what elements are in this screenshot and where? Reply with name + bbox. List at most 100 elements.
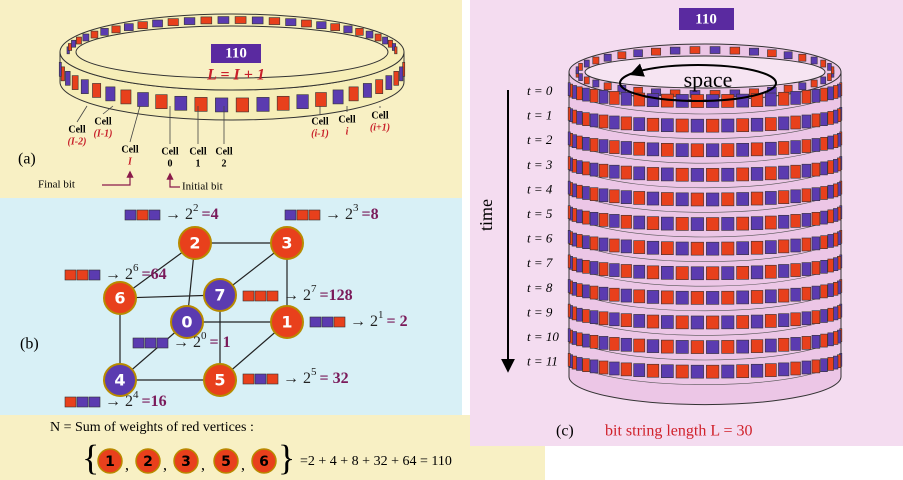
bit-square bbox=[593, 80, 599, 87]
bit-square bbox=[691, 341, 703, 354]
bit-square bbox=[828, 136, 834, 149]
bit-square bbox=[590, 212, 598, 225]
bit-square bbox=[751, 241, 763, 254]
bit-square bbox=[751, 266, 763, 279]
bit-square bbox=[812, 188, 820, 201]
cell-index: (I-1) bbox=[94, 128, 113, 139]
bit-square bbox=[590, 138, 598, 151]
bit-square bbox=[706, 316, 718, 329]
bit-square bbox=[568, 280, 570, 293]
time-step: t = 11 bbox=[527, 354, 558, 369]
bit-square bbox=[610, 337, 620, 350]
bit-square bbox=[297, 95, 309, 109]
bit-square bbox=[65, 397, 76, 407]
bit-square bbox=[568, 329, 570, 342]
bit-square bbox=[802, 140, 811, 153]
bit-square bbox=[765, 339, 776, 352]
bit-square bbox=[252, 17, 263, 24]
bit-square bbox=[576, 185, 582, 198]
bit-square bbox=[765, 314, 776, 327]
cell-word: Cell bbox=[68, 124, 85, 135]
bit-square bbox=[833, 307, 838, 320]
bit-square bbox=[706, 291, 718, 304]
bit-square bbox=[821, 186, 828, 199]
bit-square bbox=[621, 141, 631, 154]
weight-lhs: → 2 bbox=[283, 370, 311, 387]
bit-square bbox=[737, 168, 749, 181]
bit-square bbox=[255, 374, 266, 384]
bit-square bbox=[833, 184, 838, 197]
bit-square bbox=[802, 287, 811, 300]
bit-square bbox=[610, 116, 620, 129]
bit-square bbox=[344, 26, 352, 33]
bit-square bbox=[706, 193, 718, 206]
bit-square bbox=[322, 317, 333, 327]
bit-square bbox=[802, 361, 811, 374]
bit-square bbox=[243, 374, 254, 384]
bit-square bbox=[828, 333, 834, 346]
bit-square bbox=[828, 234, 834, 247]
bit-square bbox=[676, 291, 688, 304]
bit-square bbox=[751, 118, 763, 131]
weight-rhs: =16 bbox=[142, 393, 167, 410]
bit-square bbox=[91, 31, 98, 38]
bit-square bbox=[812, 114, 820, 127]
bit-square bbox=[583, 186, 590, 199]
weight-rhs: =64 bbox=[142, 266, 167, 283]
bit-square bbox=[149, 210, 160, 220]
bit-square bbox=[201, 17, 212, 24]
bit-square bbox=[765, 265, 776, 278]
bit-square bbox=[647, 217, 659, 230]
bit-square bbox=[802, 90, 811, 103]
cube-node-label: 4 bbox=[114, 371, 125, 390]
cube-node-label: 1 bbox=[281, 313, 292, 332]
sum-close: } bbox=[278, 437, 295, 477]
bit-square bbox=[811, 80, 817, 87]
bit-square bbox=[661, 316, 673, 329]
bit-square bbox=[676, 193, 688, 206]
weight-exp: 1 bbox=[378, 309, 384, 321]
bit-square bbox=[604, 54, 611, 61]
bit-square bbox=[610, 141, 620, 154]
bit-square bbox=[765, 93, 776, 106]
bit-square bbox=[676, 144, 688, 157]
bit-square bbox=[301, 20, 311, 27]
bit-square bbox=[77, 397, 88, 407]
bit-square bbox=[576, 308, 582, 321]
bit-square bbox=[751, 217, 763, 230]
bit-square bbox=[610, 288, 620, 301]
bit-square bbox=[317, 22, 327, 29]
bit-square bbox=[621, 314, 631, 327]
bit-square bbox=[676, 316, 688, 329]
bit-square bbox=[65, 270, 76, 280]
bit-square bbox=[661, 266, 673, 279]
bit-square bbox=[634, 50, 643, 57]
bit-square bbox=[722, 168, 734, 181]
sum-equation: =2 + 4 + 8 + 32 + 64 = 110 bbox=[300, 454, 452, 469]
bit-square bbox=[691, 218, 703, 231]
bit-square bbox=[765, 118, 776, 131]
bit-square bbox=[661, 168, 673, 181]
bit-square bbox=[784, 52, 792, 59]
bit-square bbox=[799, 83, 806, 90]
bit-square bbox=[568, 107, 570, 120]
bit-square bbox=[590, 286, 598, 299]
bit-square bbox=[145, 338, 156, 348]
bit-square bbox=[706, 119, 718, 132]
bit-square bbox=[590, 360, 598, 373]
time-step: t = 4 bbox=[527, 181, 553, 196]
cube-node-label: 6 bbox=[114, 289, 125, 308]
bit-square bbox=[236, 98, 248, 112]
bit-square bbox=[706, 365, 718, 378]
bit-square bbox=[583, 162, 590, 175]
bit-square bbox=[634, 339, 645, 352]
bit-square bbox=[583, 88, 590, 101]
bit-square bbox=[599, 287, 608, 300]
bit-square bbox=[267, 374, 278, 384]
bit-square bbox=[778, 338, 788, 351]
time-step: t = 10 bbox=[527, 329, 559, 344]
panel-b-label: (b) bbox=[20, 336, 39, 353]
sum-node-label: 3 bbox=[181, 454, 191, 470]
bit-square bbox=[691, 365, 703, 378]
bit-square bbox=[765, 216, 776, 229]
